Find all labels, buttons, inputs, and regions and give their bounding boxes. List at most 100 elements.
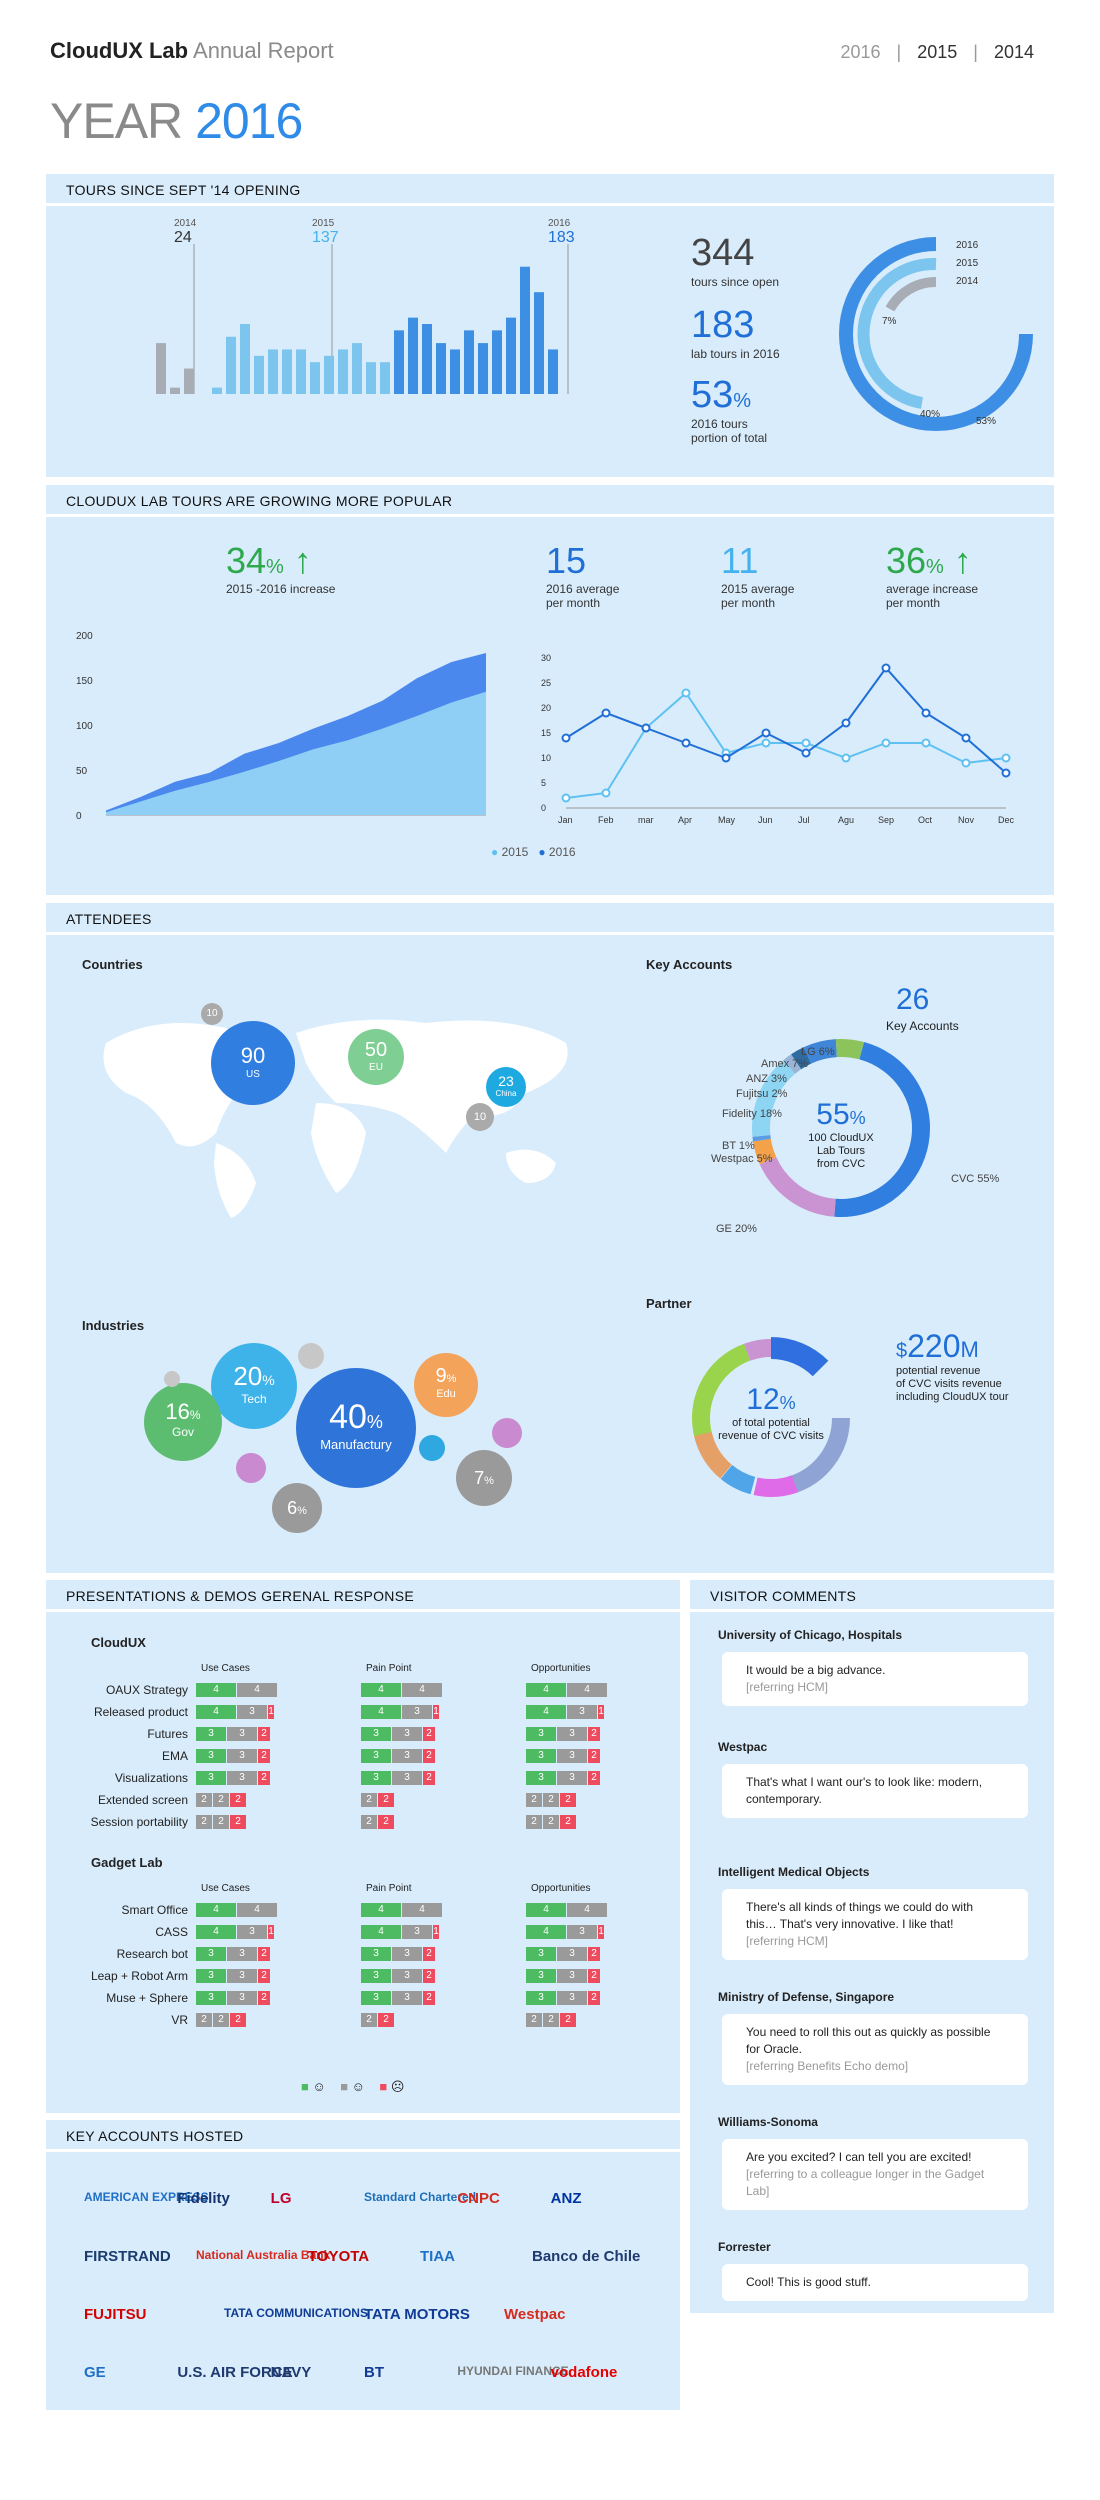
line-series-2015	[565, 691, 1007, 799]
comment-bubble: There's all kinds of things we could do …	[722, 1889, 1028, 1960]
logo-westpac: Westpac	[504, 2306, 566, 2323]
line-point	[761, 728, 771, 738]
response-row: Released product 4 3 1 4 3 1 4 3 1	[86, 1701, 691, 1723]
cumulative-area-chart: 200 150 100 50 0	[76, 631, 486, 822]
ring-legend-2014: 2014	[956, 276, 979, 287]
group-title: CloudUX	[91, 1635, 146, 1650]
line-point	[961, 733, 971, 743]
year-tab-2014[interactable]: 2014	[993, 42, 1034, 62]
x-tick: Dec	[998, 815, 1015, 825]
area-series-2015	[106, 691, 486, 815]
y-tick: 25	[541, 678, 551, 688]
tour-bar	[380, 362, 390, 394]
x-tick: Sep	[878, 815, 894, 825]
marker-year: 2014	[174, 218, 197, 229]
page-year-heading: YEAR 2016	[50, 93, 303, 149]
tours-stat-total: 344 tours since open	[691, 232, 780, 289]
row-label: Leap + Robot Arm	[90, 1969, 188, 1983]
presentations-section: PRESENTATIONS & DEMOS GERENAL RESPONSE C…	[46, 1580, 680, 2113]
section-title: CLOUDUX LAB TOURS ARE GROWING MORE POPUL…	[46, 485, 1054, 517]
logo-banco-de-chile: Banco de Chile	[532, 2248, 641, 2265]
tour-bar	[296, 349, 306, 394]
attendees-section: ATTENDEES Countries 10 90 US 50 EU 23 China…	[46, 903, 1054, 1573]
row-label: Visualizations	[114, 1771, 188, 1785]
y-tick: 50	[76, 766, 88, 777]
industry-gov: 16% Gov	[144, 1383, 222, 1461]
row-label: VR	[171, 2013, 188, 2027]
logo-bt: BT	[364, 2364, 384, 2381]
ring-pct-2015: 40%	[920, 409, 940, 420]
line-point	[801, 748, 811, 758]
tours-ring-chart: 2016 2015 2014 7% 40% 53%	[839, 237, 1033, 431]
line-point	[841, 753, 851, 763]
donut-slice-ge	[752, 1039, 930, 1217]
y-tick: 0	[76, 811, 82, 822]
bubble-eu[interactable]: 50 EU	[348, 1029, 404, 1085]
tour-bar	[464, 330, 474, 394]
response-row: Leap + Robot Arm 3 3 2 3 3 2 3 3 2	[86, 1965, 691, 1987]
x-tick: Jul	[798, 815, 810, 825]
comment-org: Forrester	[718, 2240, 771, 2254]
tour-bar	[352, 343, 362, 394]
industry-manufactury: 40% Manufactury	[296, 1368, 416, 1488]
ring-legend-2015: 2015	[956, 258, 979, 269]
line-legend: ● 2015 ● 2016	[491, 845, 576, 859]
response-row: EMA 3 3 2 3 3 2 3 3 2	[86, 1745, 691, 1767]
comment-bubble: That's what I want our's to look like: m…	[722, 1764, 1028, 1818]
year-tab-2016[interactable]: 2016	[840, 42, 881, 62]
partner-label: Partner	[646, 1296, 692, 1311]
comment-text: Are you excited? I can tell you are exci…	[746, 2150, 972, 2164]
comment-ref: [referring to a colleague longer in the …	[746, 2167, 985, 2198]
logo-lg: LG	[270, 2190, 292, 2207]
tour-bar	[170, 387, 180, 394]
bubble-small-2: 10	[466, 1103, 494, 1131]
deco-bubble	[419, 1435, 445, 1461]
comment-ref: [referring Benefits Echo demo]	[746, 2059, 909, 2073]
comment-ref: [referring HCM]	[746, 1934, 829, 1948]
section-title: VISITOR COMMENTS	[690, 1580, 1054, 1612]
logo-u-s-air-force: U.S. AIR FORCE	[177, 2364, 293, 2381]
y-tick: 150	[76, 676, 93, 687]
section-title: PRESENTATIONS & DEMOS GERENAL RESPONSE	[46, 1580, 680, 1612]
logo-hyundai-finance: HYUNDAI FINANCE	[457, 2364, 569, 2378]
response-row: OAUX Strategy 4 4 4 4 4 4	[86, 1679, 691, 1701]
partner-donut	[690, 1337, 852, 1499]
section-title: ATTENDEES	[46, 903, 1054, 935]
tour-bar	[282, 349, 292, 394]
ring-legend-2016: 2016	[956, 240, 979, 251]
tour-bar	[422, 324, 432, 394]
line-point	[841, 718, 851, 728]
bubble-us[interactable]: 90 US	[211, 1021, 295, 1105]
key-accounts-count: 26	[896, 983, 930, 1016]
row-label: Session portability	[90, 1815, 188, 1829]
comment-text: You need to roll this out as quickly as …	[746, 2025, 991, 2056]
line-point	[761, 738, 771, 748]
year-tab-2015[interactable]: 2015	[917, 42, 958, 62]
response-row: Visualizations 3 3 2 3 3 2 3 3 2	[86, 1767, 691, 1789]
donut-label-amex: Amex 7%	[761, 1058, 809, 1070]
report-title: CloudUX Lab Annual Report	[50, 38, 334, 63]
y-tick: 0	[541, 803, 546, 813]
bubble-china[interactable]: 23 China	[486, 1067, 526, 1107]
comment-org: Ministry of Defense, Singapore	[718, 1990, 895, 2004]
logo-navy: NAVY	[270, 2364, 312, 2381]
